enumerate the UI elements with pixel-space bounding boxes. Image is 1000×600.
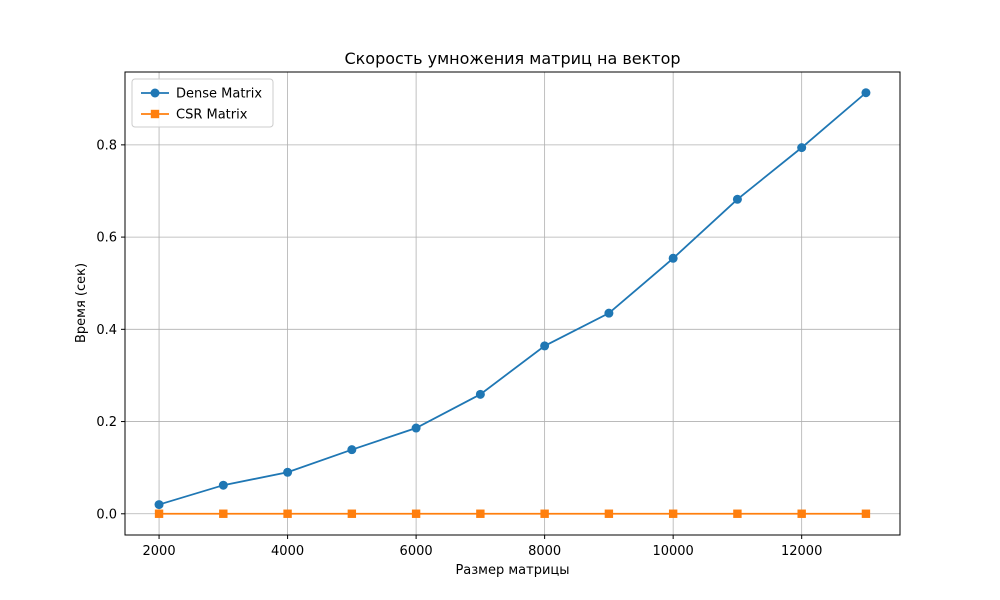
data-point (411, 509, 421, 518)
x-tick-label: 10000 (652, 544, 693, 559)
plot-frame (124, 71, 901, 536)
data-point (861, 88, 871, 98)
data-point (347, 445, 357, 455)
legend-box (131, 78, 274, 128)
x-tick-label: 12000 (781, 544, 822, 559)
legend-label: CSR Matrix (176, 108, 248, 123)
data-point (668, 509, 678, 518)
x-tick-label: 2000 (143, 544, 176, 559)
data-point (154, 509, 164, 518)
axis-ticks: 2000 4000 6000 8000 10000 12000 0.0 0.2 0.4 0.6 0.… (96, 138, 822, 559)
legend-marker (150, 109, 160, 119)
series-0 (154, 88, 871, 510)
data-point (347, 509, 357, 518)
data-point (411, 423, 421, 433)
y-tick-label: 0.0 (96, 507, 117, 522)
x-axis-title: Размер матрицы (455, 563, 569, 578)
y-tick-label: 0.8 (96, 138, 117, 153)
data-point (219, 509, 228, 518)
data-point (154, 500, 164, 510)
legend-label: Dense Matrix (176, 87, 262, 102)
data-point (733, 509, 742, 518)
legend: Dense Matrix CSR Matrix (131, 78, 274, 128)
data-point (732, 194, 742, 204)
data-point (283, 467, 293, 477)
y-tick-label: 0.4 (96, 323, 117, 338)
data-point (475, 389, 485, 399)
data-point (668, 253, 678, 263)
x-tick-label: 6000 (400, 544, 433, 559)
data-point (218, 480, 228, 490)
legend-marker (150, 88, 160, 98)
x-tick-label: 4000 (271, 544, 304, 559)
series-1 (154, 509, 871, 518)
data-point (476, 509, 485, 518)
x-tick-label: 8000 (528, 544, 561, 559)
data-point (797, 509, 806, 518)
data-point (797, 143, 807, 153)
y-axis-title: Время (сек) (74, 263, 89, 343)
y-tick-label: 0.2 (96, 415, 117, 430)
plot-area (154, 88, 871, 518)
y-tick-label: 0.6 (96, 231, 117, 246)
chart-title: Скорость умножения матриц на вектор (344, 49, 680, 68)
data-point (540, 509, 549, 518)
data-point (604, 509, 614, 518)
data-point (540, 341, 550, 351)
data-point (604, 308, 614, 318)
data-point (861, 509, 871, 518)
series-line (158, 92, 867, 506)
data-point (283, 509, 292, 518)
